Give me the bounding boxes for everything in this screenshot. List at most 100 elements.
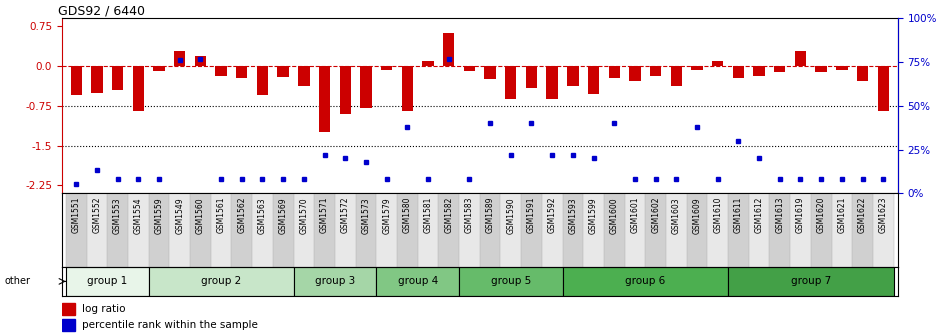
Bar [629, 66, 640, 81]
Bar [273, 193, 294, 267]
Text: GSM1549: GSM1549 [175, 197, 184, 234]
Bar [753, 66, 765, 76]
Bar [522, 193, 542, 267]
Text: GSM1552: GSM1552 [92, 197, 102, 234]
Bar [650, 66, 661, 76]
Bar [732, 66, 744, 78]
Text: GSM1623: GSM1623 [879, 197, 887, 234]
Text: GSM1571: GSM1571 [320, 197, 329, 234]
Text: GSM1570: GSM1570 [299, 197, 309, 234]
Bar [645, 193, 666, 267]
Bar [712, 61, 723, 66]
Bar [277, 66, 289, 77]
Bar [314, 193, 335, 267]
Text: GSM1622: GSM1622 [858, 197, 867, 233]
Bar [169, 193, 190, 267]
Bar [857, 66, 868, 81]
Bar [464, 66, 475, 72]
Bar [298, 66, 310, 86]
Bar [66, 267, 148, 296]
Text: GSM1620: GSM1620 [817, 197, 826, 234]
Bar [62, 303, 75, 315]
Bar [588, 66, 599, 94]
Bar [319, 66, 331, 132]
Text: log ratio: log ratio [82, 304, 125, 314]
Text: GSM1621: GSM1621 [837, 197, 846, 233]
Bar [480, 193, 501, 267]
Text: group 7: group 7 [790, 277, 831, 286]
Bar [294, 193, 314, 267]
Text: GSM1551: GSM1551 [72, 197, 81, 234]
Bar [397, 193, 418, 267]
Bar [211, 193, 232, 267]
Text: GSM1572: GSM1572 [341, 197, 350, 234]
Bar [148, 267, 294, 296]
Bar [873, 193, 894, 267]
Bar [604, 193, 624, 267]
Text: GSM1579: GSM1579 [382, 197, 391, 234]
Bar [728, 267, 894, 296]
Text: GSM1589: GSM1589 [485, 197, 495, 234]
Bar [402, 66, 413, 111]
Text: group 3: group 3 [314, 277, 355, 286]
Text: GSM1603: GSM1603 [672, 197, 681, 234]
Text: GSM1582: GSM1582 [445, 197, 453, 233]
Bar [562, 267, 728, 296]
Bar [774, 66, 786, 73]
Text: percentile rank within the sample: percentile rank within the sample [82, 320, 257, 330]
Bar [795, 51, 807, 66]
Text: GSM1613: GSM1613 [775, 197, 785, 234]
Bar [831, 193, 852, 267]
Bar [749, 193, 770, 267]
Bar [360, 66, 371, 109]
Bar [174, 51, 185, 66]
Bar [355, 193, 376, 267]
Bar [195, 55, 206, 66]
Text: GSM1562: GSM1562 [238, 197, 246, 234]
Bar [133, 66, 144, 111]
Bar [216, 66, 227, 76]
Text: GSM1609: GSM1609 [693, 197, 701, 234]
Bar [459, 267, 562, 296]
Text: GSM1593: GSM1593 [568, 197, 578, 234]
Bar [878, 66, 889, 111]
Text: group 2: group 2 [201, 277, 241, 286]
Bar [567, 66, 579, 86]
Bar [852, 193, 873, 267]
Bar [671, 66, 682, 86]
Bar [728, 193, 749, 267]
Bar [423, 61, 434, 66]
Bar [190, 193, 211, 267]
Bar [484, 66, 496, 79]
Text: GSM1573: GSM1573 [361, 197, 370, 234]
Bar [525, 66, 537, 88]
Bar [70, 66, 82, 95]
Bar [666, 193, 687, 267]
Text: GSM1580: GSM1580 [403, 197, 411, 234]
Bar [376, 193, 397, 267]
Bar [86, 193, 107, 267]
Text: group 1: group 1 [87, 277, 127, 286]
Text: GSM1561: GSM1561 [217, 197, 225, 234]
Bar [624, 193, 645, 267]
Bar [252, 193, 273, 267]
Bar [708, 193, 728, 267]
Bar [153, 66, 164, 72]
Bar [505, 66, 517, 99]
Bar [790, 193, 811, 267]
Text: GSM1591: GSM1591 [527, 197, 536, 234]
Text: GSM1602: GSM1602 [651, 197, 660, 234]
Bar [687, 193, 708, 267]
Bar [256, 66, 268, 95]
Text: GSM1563: GSM1563 [258, 197, 267, 234]
Text: GSM1583: GSM1583 [465, 197, 474, 234]
Text: other: other [5, 277, 30, 286]
Bar [443, 33, 454, 66]
Bar [66, 193, 86, 267]
Text: GSM1610: GSM1610 [713, 197, 722, 234]
Bar [376, 267, 459, 296]
Text: GSM1592: GSM1592 [548, 197, 557, 234]
Text: group 6: group 6 [625, 277, 665, 286]
Bar [692, 66, 703, 70]
Text: GSM1554: GSM1554 [134, 197, 142, 234]
